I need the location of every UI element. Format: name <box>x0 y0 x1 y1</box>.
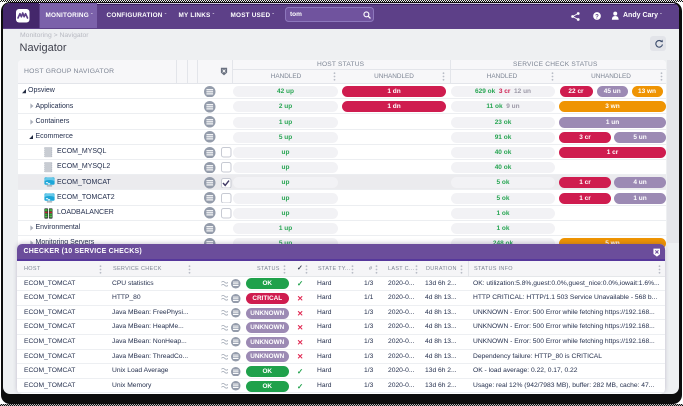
svg-text:?: ? <box>595 14 599 20</box>
